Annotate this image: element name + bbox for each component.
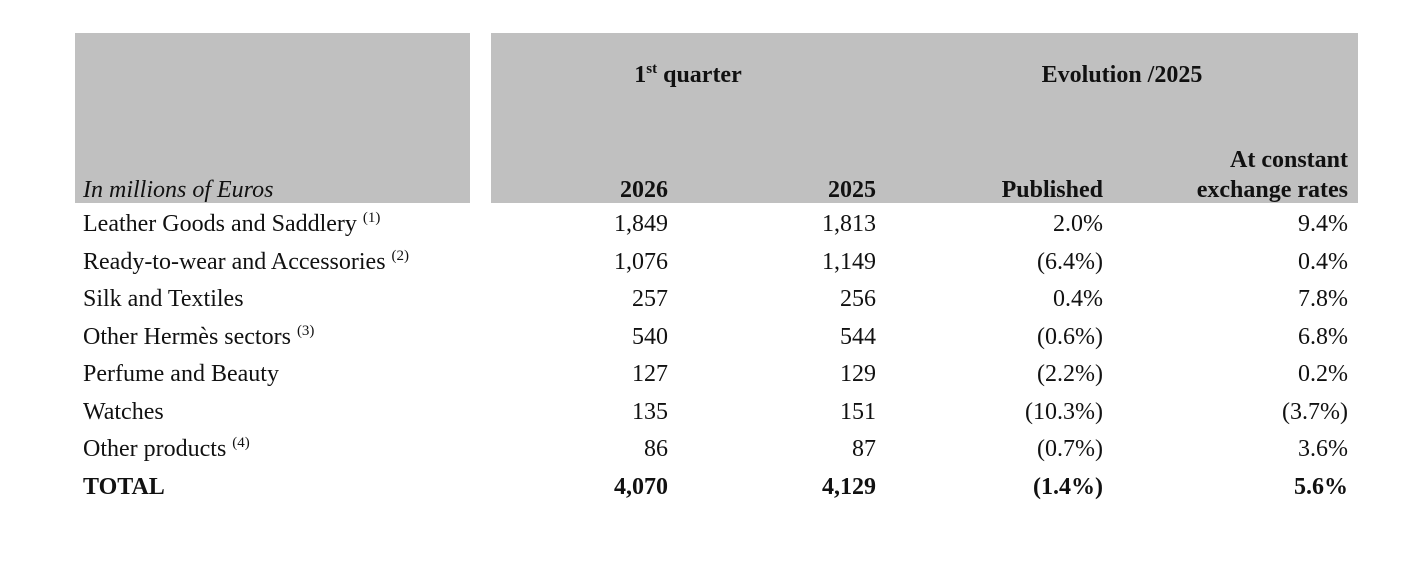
cell: (1.4%) [1033, 473, 1103, 500]
cell: 4,070 [614, 473, 668, 500]
cell: 1,849 [614, 211, 668, 237]
quarter-header: 1st quarter [588, 60, 788, 90]
column-header: Published [1001, 177, 1103, 203]
cell: 0.4% [1053, 286, 1103, 312]
cell: 544 [840, 323, 876, 350]
unit-label: In millions of Euros [83, 177, 274, 203]
label-text: Other Hermès sectors [83, 323, 291, 350]
row-label: Silk and Textiles [83, 284, 244, 314]
cell: 1,149 [822, 248, 876, 275]
cell: 127 [632, 361, 668, 387]
cell: (0.7%) [1037, 436, 1103, 462]
cell: (10.3%) [1025, 398, 1103, 425]
cell: 6.8% [1298, 323, 1348, 350]
row-label: Perfume and Beauty [83, 359, 279, 389]
footnote-ref: (2) [391, 247, 410, 264]
cell: 256 [840, 286, 876, 312]
cell: (2.2%) [1037, 361, 1103, 387]
cell: 9.4% [1298, 211, 1348, 237]
cell: 0.2% [1298, 361, 1348, 387]
label-text: Ready-to-wear and Accessories [83, 248, 386, 275]
cell: 540 [632, 323, 668, 350]
cell: 5.6% [1294, 473, 1348, 500]
footnote-ref: (1) [362, 210, 381, 226]
cell: (6.4%) [1037, 248, 1103, 275]
cell: 2.0% [1053, 211, 1103, 237]
cell: 86 [644, 436, 668, 462]
label-text: Silk and Textiles [83, 286, 244, 312]
cell: (0.6%) [1037, 323, 1103, 350]
row-label: Other products (4) [83, 434, 250, 464]
cell: 151 [840, 398, 876, 425]
cell: 87 [852, 436, 876, 462]
text: 1 [634, 62, 647, 88]
evolution-header: Evolution /2025 [1041, 62, 1203, 88]
footnote-ref: (4) [232, 435, 250, 451]
cell: 1,076 [614, 248, 668, 275]
label-text: Other products [83, 436, 227, 462]
footnote-ref: (3) [296, 322, 315, 339]
column-header: 2025 [828, 177, 876, 203]
superscript: st [646, 61, 658, 77]
cell: 3.6% [1298, 436, 1348, 462]
row-label: Ready-to-wear and Accessories (2) [83, 247, 409, 277]
label-text: Watches [83, 398, 164, 425]
row-label: Watches [83, 397, 164, 427]
column-header: At constant exchange rates [1196, 147, 1348, 203]
header-box [491, 33, 1358, 203]
label-text: Perfume and Beauty [83, 361, 279, 387]
header-box [75, 33, 470, 203]
row-label: TOTAL [83, 472, 165, 502]
label-text: TOTAL [83, 473, 165, 500]
row-label: Leather Goods and Saddlery (1) [83, 209, 380, 239]
label-text: Leather Goods and Saddlery [83, 211, 357, 237]
cell: 257 [632, 286, 668, 312]
cell: 135 [632, 398, 668, 425]
cell: 1,813 [822, 211, 876, 237]
cell: 4,129 [822, 473, 876, 500]
column-header: 2026 [620, 177, 668, 203]
row-label: Other Hermès sectors (3) [83, 322, 314, 352]
cell: 0.4% [1298, 248, 1348, 275]
text: quarter [663, 62, 742, 88]
cell: (3.7%) [1282, 398, 1348, 425]
cell: 7.8% [1298, 286, 1348, 312]
cell: 129 [840, 361, 876, 387]
